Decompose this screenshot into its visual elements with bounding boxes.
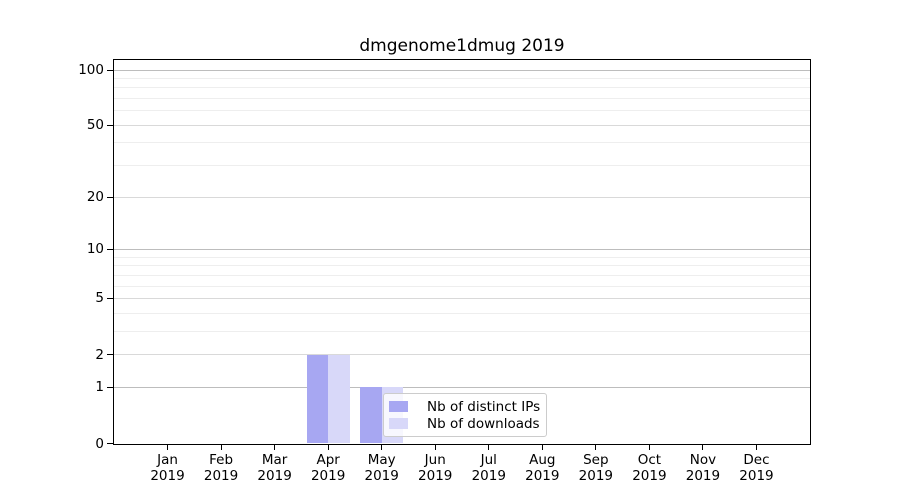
gridline-minor-80 — [114, 87, 810, 89]
x-tick-label-Sep-2019: Sep 2019 — [578, 451, 614, 485]
y-tick-label-5: 5 — [95, 290, 104, 307]
x-tick-label-Jul-2019: Jul 2019 — [471, 451, 506, 485]
x-tick-label-Aug-2019: Aug 2019 — [525, 451, 560, 485]
gridline-minor-90 — [114, 77, 810, 79]
legend-item-distinct-ips: Nb of distinct IPs — [389, 398, 540, 415]
x-tick-mark-Mar-2019 — [274, 444, 276, 450]
y-tick-label-0: 0 — [95, 435, 104, 452]
gridline-100 — [114, 69, 810, 71]
x-tick-label-Dec-2019: Dec 2019 — [739, 451, 774, 485]
bars-layer — [114, 60, 810, 444]
gridline-minor-7 — [114, 274, 810, 276]
y-tick-label-50: 50 — [86, 117, 104, 134]
chart-title: dmgenome1dmug 2019 — [359, 36, 565, 56]
gridline-minor-30 — [114, 165, 810, 167]
gridline-minor-4 — [114, 312, 810, 314]
x-tick-mark-Aug-2019 — [541, 444, 543, 450]
bar-distinct-ips-May-2019 — [360, 387, 382, 444]
bar-downloads-Apr-2019 — [328, 354, 350, 444]
x-tick-label-Feb-2019: Feb 2019 — [203, 451, 239, 485]
gridline-minor-9 — [114, 256, 810, 258]
x-tick-mark-Jun-2019 — [434, 444, 436, 450]
gridline-1 — [114, 386, 810, 388]
gridline-minor-40 — [114, 142, 810, 144]
x-tick-label-Nov-2019: Nov 2019 — [685, 451, 721, 485]
legend: Nb of distinct IPs Nb of downloads — [383, 393, 547, 437]
x-tick-label-Apr-2019: Apr 2019 — [310, 451, 346, 485]
x-tick-label-Jun-2019: Jun 2019 — [418, 451, 453, 485]
gridline-minor-6 — [114, 285, 810, 287]
x-tick-mark-Feb-2019 — [220, 444, 222, 450]
y-tick-label-1: 1 — [95, 379, 104, 396]
gridlines-layer — [114, 60, 810, 444]
legend-label-distinct-ips: Nb of distinct IPs — [427, 398, 541, 415]
x-tick-mark-Jul-2019 — [488, 444, 490, 450]
x-tick-mark-Dec-2019 — [755, 444, 757, 450]
gridline-50 — [114, 124, 810, 126]
y-tick-label-2: 2 — [95, 346, 104, 363]
legend-item-downloads: Nb of downloads — [389, 415, 540, 432]
legend-label-downloads: Nb of downloads — [427, 415, 540, 432]
gridline-20 — [114, 196, 810, 198]
y-tick-label-20: 20 — [86, 189, 104, 206]
gridline-minor-70 — [114, 98, 810, 100]
gridline-5 — [114, 297, 810, 299]
gridline-minor-8 — [114, 265, 810, 267]
gridline-minor-60 — [114, 110, 810, 112]
x-tick-mark-Apr-2019 — [327, 444, 329, 450]
x-tick-label-Jan-2019: Jan 2019 — [150, 451, 185, 485]
x-tick-mark-Jan-2019 — [167, 444, 169, 450]
gridline-2 — [114, 354, 810, 356]
gridline-minor-3 — [114, 330, 810, 332]
legend-swatch-downloads — [389, 418, 408, 429]
y-tick-label-10: 10 — [86, 241, 104, 258]
y-tick-label-100: 100 — [78, 62, 104, 78]
x-tick-mark-Sep-2019 — [595, 444, 597, 450]
x-tick-mark-May-2019 — [381, 444, 383, 450]
legend-swatch-distinct-ips — [389, 401, 408, 412]
x-tick-label-May-2019: May 2019 — [364, 451, 399, 485]
x-tick-mark-Oct-2019 — [648, 444, 650, 450]
x-tick-label-Mar-2019: Mar 2019 — [257, 451, 292, 485]
bar-distinct-ips-Apr-2019 — [306, 354, 329, 444]
x-tick-label-Oct-2019: Oct 2019 — [632, 451, 667, 485]
x-tick-mark-Nov-2019 — [702, 444, 704, 450]
plot-area — [113, 58, 811, 445]
gridline-10 — [114, 248, 810, 250]
